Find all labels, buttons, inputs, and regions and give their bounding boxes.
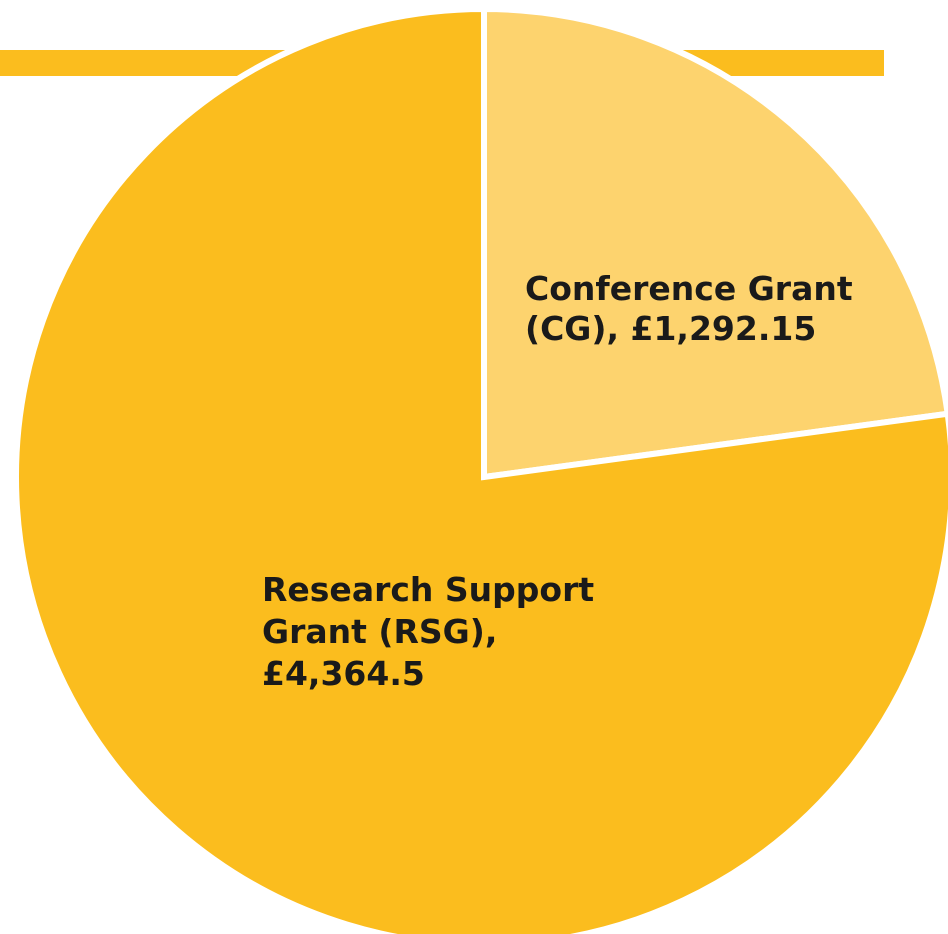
slice-label-line: (CG), £1,292.15 bbox=[525, 309, 816, 348]
pie-slice-research-support-grant bbox=[13, 5, 948, 934]
slice-label-line: Conference Grant bbox=[525, 269, 853, 308]
slice-label-research-support-grant: Research Support Grant (RSG), £4,364.5 bbox=[262, 570, 594, 693]
slice-label-conference-grant: Conference Grant (CG), £1,292.15 bbox=[525, 269, 853, 348]
slice-label-line: Grant (RSG), bbox=[262, 612, 497, 651]
pie-labels: Conference Grant (CG), £1,292.15 Research … bbox=[262, 269, 853, 693]
pie-slice-conference-grant bbox=[481, 5, 948, 481]
slice-label-line: £4,364.5 bbox=[262, 654, 425, 693]
pie-slices bbox=[13, 5, 948, 934]
slice-label-line: Research Support bbox=[262, 570, 594, 609]
